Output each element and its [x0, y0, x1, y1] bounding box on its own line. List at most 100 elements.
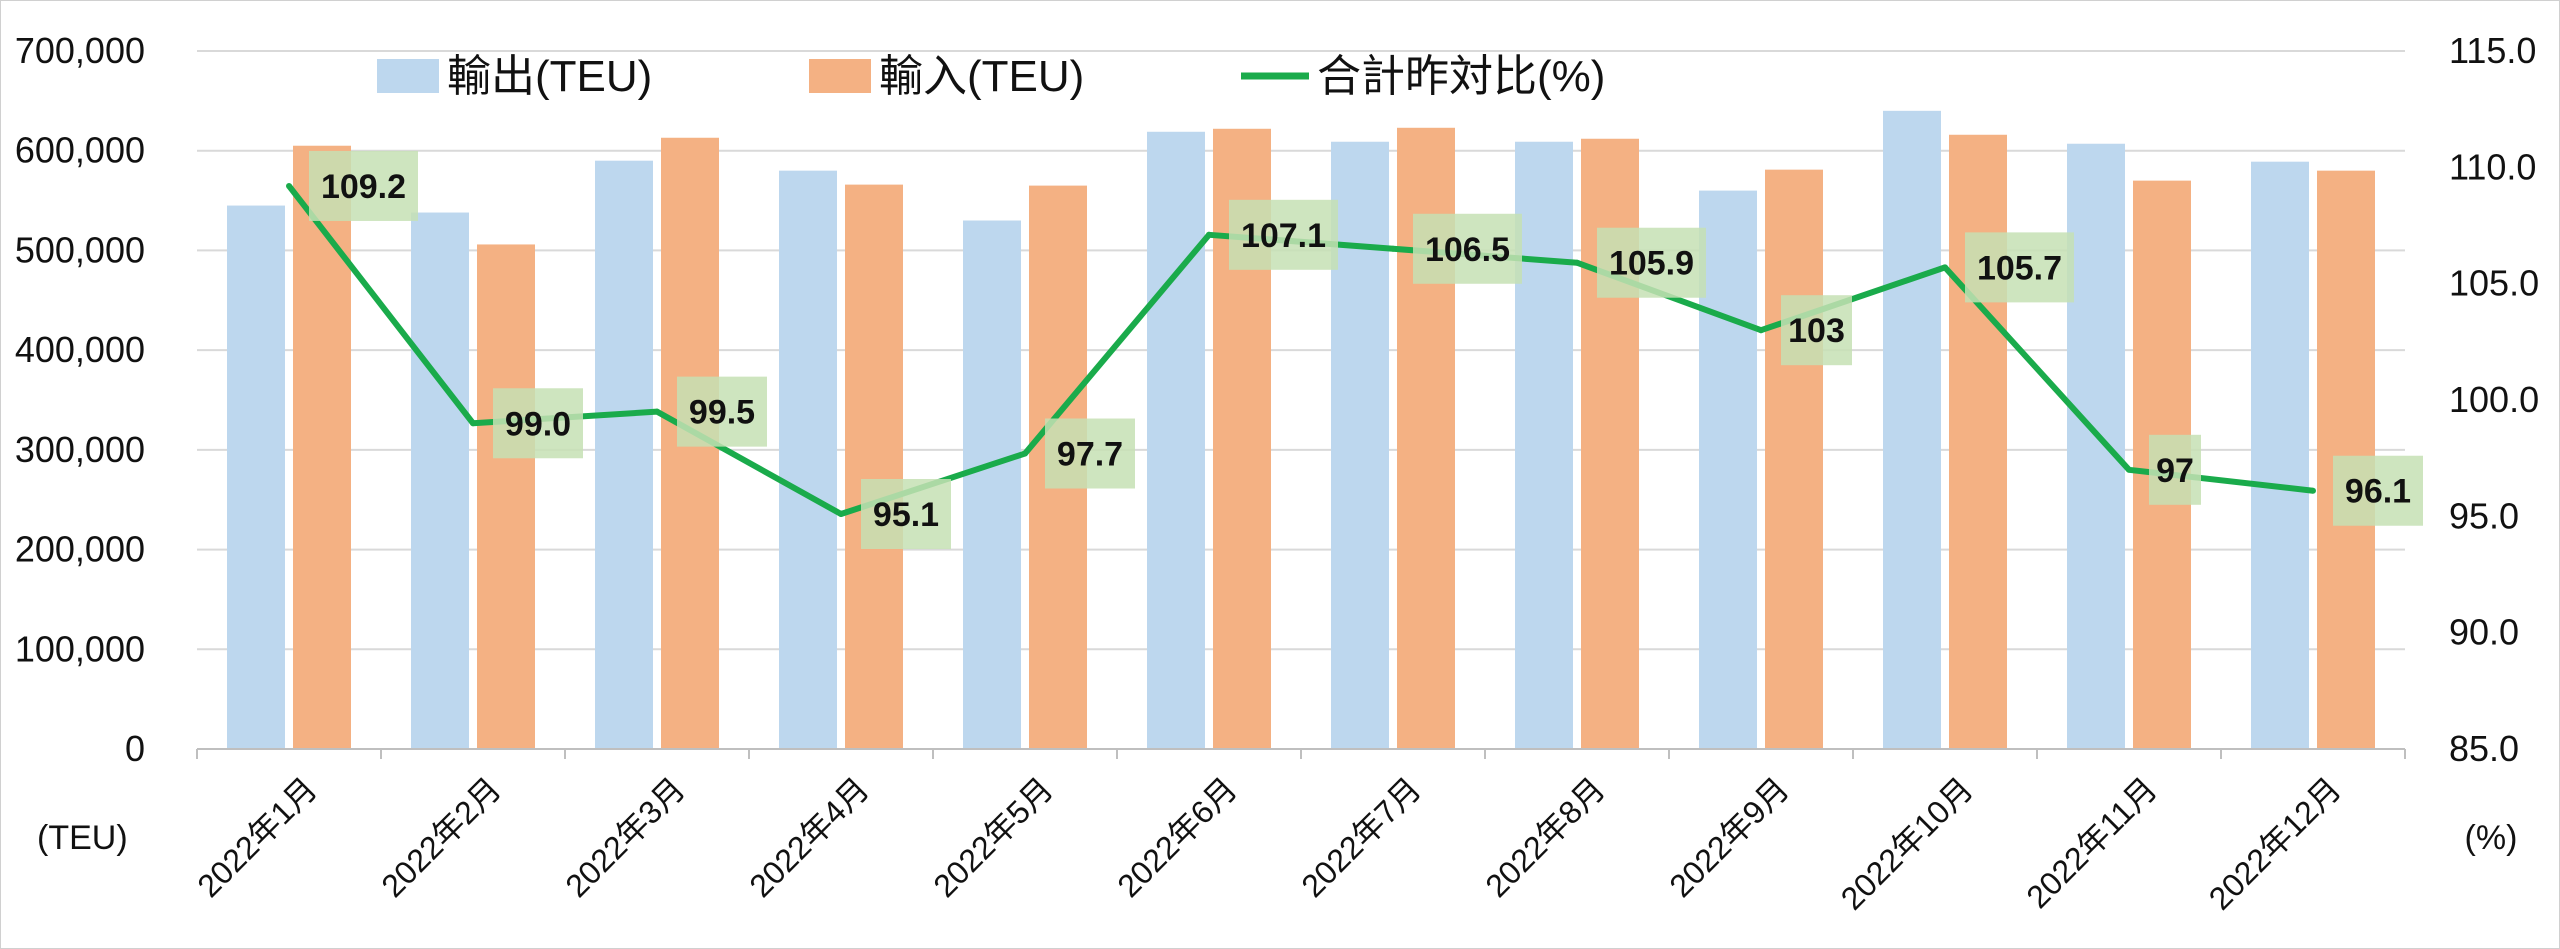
data-label-text: 105.7 [1977, 249, 2062, 287]
ratio-data-label: 107.1 [1229, 199, 1338, 270]
y-left-tick-label: 700,000 [15, 30, 145, 71]
legend-label: 合計昨対比(%) [1317, 52, 1605, 101]
legend-label: 輸入(TEU) [879, 52, 1084, 101]
export-bar [2067, 143, 2125, 750]
data-label-bg [1045, 418, 1135, 489]
data-label-bg [493, 388, 583, 459]
x-tick-label: 2022年9月 [1662, 770, 1796, 904]
export-bar [1331, 141, 1389, 750]
y-left-tick-label: 400,000 [15, 329, 145, 370]
export-bar [595, 160, 653, 749]
data-label-bg [677, 376, 767, 447]
ratio-point [1942, 264, 1948, 271]
ratio-data-label: 106.5 [1413, 213, 1522, 284]
y-right-tick-label: 115.0 [2449, 30, 2536, 71]
import-bar [1949, 134, 2007, 749]
y-left-tick-label: 0 [125, 728, 145, 769]
ratio-data-label: 99.0 [493, 388, 583, 459]
legend-item: 輸入(TEU) [809, 52, 1084, 101]
ratio-point [2126, 466, 2132, 473]
data-label-bg [1229, 199, 1338, 270]
x-tick-label: 2022年7月 [1294, 770, 1428, 904]
x-tick-label: 2022年2月 [374, 770, 508, 904]
x-tick-label: 2022年1月 [190, 770, 324, 904]
data-label-bg [861, 479, 951, 550]
data-label-bg [2333, 455, 2423, 526]
y-left-tick-label: 200,000 [15, 529, 145, 570]
y-left-tick-label: 100,000 [15, 628, 145, 669]
ratio-point [654, 408, 660, 415]
y-right-tick-label: 95.0 [2449, 495, 2519, 536]
data-label-text: 106.5 [1425, 231, 1510, 269]
import-bar [293, 145, 351, 749]
export-bar [1147, 131, 1205, 750]
data-label-text: 107.1 [1241, 217, 1326, 255]
export-bar [1515, 141, 1573, 750]
ratio-point [1206, 231, 1212, 238]
legend-label: 輸出(TEU) [447, 52, 652, 101]
x-tick-label: 2022年3月 [558, 770, 692, 904]
data-label-bg [2149, 434, 2201, 505]
data-label-text: 105.9 [1609, 245, 1694, 283]
import-bar [845, 184, 903, 750]
y-right-tick-label: 110.0 [2449, 146, 2536, 187]
ratio-point [286, 182, 292, 189]
ratio-data-label: 103 [1781, 295, 1852, 366]
data-label-text: 109.2 [321, 168, 406, 206]
x-tick-label: 2022年11月 [2019, 770, 2164, 915]
data-label-text: 103 [1788, 312, 1845, 350]
legend-swatch [809, 59, 871, 93]
export-bar [1883, 110, 1941, 750]
export-bar [411, 212, 469, 750]
data-label-text: 96.1 [2345, 473, 2411, 511]
y-left-tick-label: 500,000 [15, 229, 145, 270]
ratio-point [1574, 259, 1580, 266]
ratio-data-label: 109.2 [309, 150, 418, 221]
data-label-bg [309, 150, 418, 221]
ratio-data-label: 97.7 [1045, 418, 1135, 489]
ratio-data-label: 96.1 [2333, 455, 2423, 526]
data-label-text: 97.7 [1057, 436, 1123, 474]
legend-item: 合計昨対比(%) [1241, 52, 1605, 101]
x-tick-label: 2022年10月 [1834, 770, 1980, 916]
y-left-tick-label: 600,000 [15, 130, 145, 171]
x-tick-label: 2022年4月 [742, 770, 876, 904]
y-left-tick-label: 300,000 [15, 429, 145, 470]
ratio-point [470, 420, 476, 427]
data-label-text: 99.0 [505, 405, 571, 443]
x-tick-label: 2022年5月 [926, 770, 1060, 904]
ratio-point [2310, 487, 2316, 494]
data-label-bg [1413, 213, 1522, 284]
data-label-bg [1781, 295, 1852, 366]
x-tick-label: 2022年12月 [2202, 770, 2348, 916]
x-tick-label: 2022年6月 [1110, 770, 1244, 904]
ratio-data-label: 95.1 [861, 479, 951, 550]
data-labels: 109.2 99.0 99.5 95.1 97.7 107.1 106.5 105.9 103 1… [309, 150, 2423, 550]
ratio-point [1390, 245, 1396, 252]
export-bar [1699, 190, 1757, 750]
data-label-bg [1597, 227, 1706, 298]
ratio-point [1758, 327, 1764, 334]
y-left-unit: (TEU) [37, 819, 128, 857]
legend-item: 輸出(TEU) [377, 52, 652, 101]
ratio-point [1022, 450, 1028, 457]
ratio-data-label: 105.7 [1965, 232, 2074, 303]
data-label-text: 99.5 [689, 394, 755, 432]
ratio-data-label: 105.9 [1597, 227, 1706, 298]
ratio-data-label: 99.5 [677, 376, 767, 447]
ratio-data-label: 97 [2149, 434, 2201, 505]
legend: 輸出(TEU) 輸入(TEU) 合計昨対比(%) [377, 52, 1605, 101]
data-label-text: 97 [2156, 452, 2194, 490]
export-bar [227, 205, 285, 750]
import-bar [477, 244, 535, 749]
y-right-tick-label: 105.0 [2449, 263, 2539, 304]
export-bar [963, 220, 1021, 749]
x-tick-label: 2022年8月 [1478, 770, 1612, 904]
export-bar [779, 170, 837, 749]
y-right-tick-label: 90.0 [2449, 612, 2519, 653]
data-label-text: 95.1 [873, 496, 939, 534]
y-right-tick-label: 100.0 [2449, 379, 2539, 420]
y-right-tick-label: 85.0 [2449, 728, 2519, 769]
